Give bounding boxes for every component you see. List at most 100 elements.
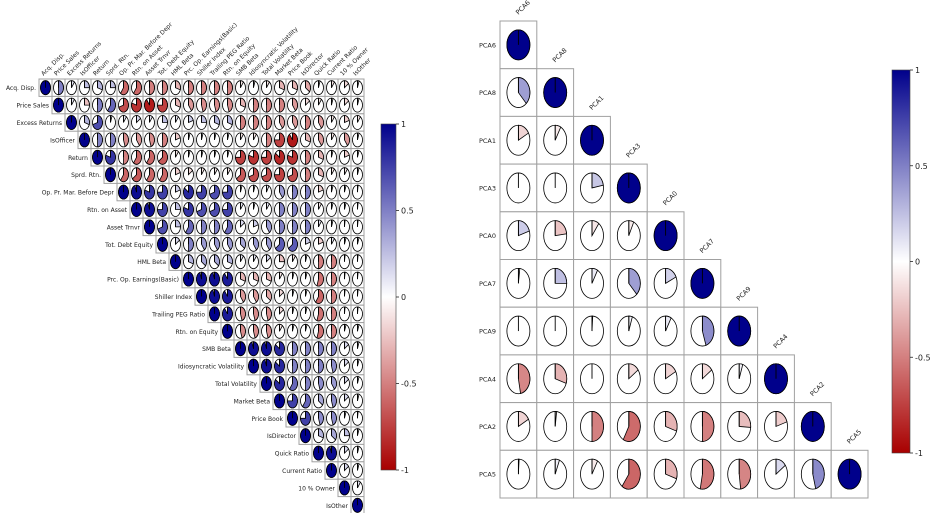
pie-prc-op-earnings-basic-quick-ratio xyxy=(313,271,324,287)
row-label: Excess Returns xyxy=(17,120,62,127)
row-label: PCA7 xyxy=(479,280,496,288)
pie-wedge xyxy=(214,80,220,96)
pie-tot-debt-equity-tot-debt-equity xyxy=(157,236,168,252)
pie-op-pr-mar-before-depr-shiller-index xyxy=(196,184,207,200)
pie-smb-beta-smb-beta xyxy=(235,341,246,357)
pie-pca5-pca0 xyxy=(653,458,678,490)
pie-wedge xyxy=(120,167,129,183)
pie-rtn-on-equity-current-ratio xyxy=(326,323,337,339)
colorbar-tick-label: 1 xyxy=(401,120,406,129)
pie-acq-disp-isdirector xyxy=(300,80,311,96)
pie-acq-disp-sprd-rtn- xyxy=(105,80,116,96)
pie-wedge xyxy=(266,323,272,339)
pie-trailing-peg-ratio-idiosyncratic-volatility xyxy=(248,306,259,322)
pie-wedge xyxy=(318,358,324,374)
row-label: Quick Ratio xyxy=(275,451,310,458)
pie-pca4-pca7 xyxy=(690,363,715,395)
pie-pca3-pca3 xyxy=(616,172,641,204)
pie-acq-disp-asset-trnvr xyxy=(144,80,155,96)
pie-pca7-pca1 xyxy=(580,267,604,299)
pie-wedge xyxy=(266,132,272,148)
pie-rtn-on-asset-rtn-on-equity xyxy=(222,202,233,217)
pie-pca7-pca3 xyxy=(616,267,641,299)
row-label: Acq. Disp. xyxy=(6,85,36,92)
pie-idiosyncratic-volatility-isother xyxy=(352,358,363,374)
pie-asset-trnvr-rtn-on-equity xyxy=(222,219,233,235)
pie-asset-trnvr-prc-op-earnings-basic- xyxy=(183,219,194,235)
pie-wedge xyxy=(149,80,155,96)
pie-shiller-index-shiller-index xyxy=(196,289,207,304)
pie-wedge xyxy=(131,167,142,183)
pie-wedge xyxy=(331,358,337,374)
pie-smb-beta-isdirector xyxy=(300,341,311,357)
pie-op-pr-mar-before-depr-current-ratio xyxy=(326,184,337,200)
row-label: Rtn. on Asset xyxy=(87,207,128,214)
pie-10-owner-isother xyxy=(352,480,363,496)
colorbar-tick-label: 0 xyxy=(401,293,406,302)
pie-wedge xyxy=(279,202,285,217)
pie-rtn-on-asset-asset-trnvr xyxy=(144,202,155,217)
row-label: HML Beta xyxy=(137,259,166,266)
pie-wedge xyxy=(812,458,825,490)
colorbar-tick-label: -0.5 xyxy=(915,353,931,362)
pie-wedge xyxy=(253,97,259,113)
pie-excess-returns-10-owner xyxy=(339,115,350,130)
pie-pca2-pca6 xyxy=(506,411,531,442)
pie-wedge xyxy=(289,376,298,391)
colorbar-gradient xyxy=(891,69,911,454)
pie-sprd-rtn-total-volatility xyxy=(261,167,272,183)
pie-asset-trnvr-isother xyxy=(352,219,363,235)
pie-rtn-on-asset-prc-op-earnings-basic- xyxy=(183,202,194,217)
pie-isofficer-op-pr-mar-before-depr xyxy=(118,132,129,148)
pie-op-pr-mar-before-depr-isdirector xyxy=(300,184,311,200)
pie-excess-returns-smb-beta xyxy=(235,115,246,130)
pie-wedge xyxy=(331,341,337,357)
pie-pca5-pca2 xyxy=(800,458,825,490)
pie-idiosyncratic-volatility-10-owner xyxy=(339,358,350,374)
pie-return-rtn-on-equity xyxy=(222,149,233,165)
pie-acq-disp-total-volatility xyxy=(261,80,272,96)
pie-total-volatility-quick-ratio xyxy=(313,376,324,391)
pie-price-book-current-ratio xyxy=(326,410,337,426)
pie-rtn-on-equity-isdirector xyxy=(300,323,311,339)
pie-pca2-pca1 xyxy=(580,411,604,442)
pie-wedge xyxy=(305,184,311,200)
pie-isofficer-10-owner xyxy=(339,132,350,148)
pie-wedge xyxy=(120,80,129,96)
pie-wedge xyxy=(107,97,116,113)
pie-pca1-pca8 xyxy=(543,124,568,156)
pie-isofficer-isofficer xyxy=(79,132,90,148)
pie-tot-debt-equity-quick-ratio xyxy=(313,236,324,252)
pie-acq-disp-prc-op-earnings-basic- xyxy=(183,80,194,96)
pie-pca9-pca1 xyxy=(580,315,604,347)
pie-op-pr-mar-before-depr-10-owner xyxy=(339,184,350,200)
pie-wedge xyxy=(305,202,311,217)
pie-pca5-pca7 xyxy=(690,458,715,490)
pie-acq-disp-price-book xyxy=(287,80,298,96)
row-label: PCA2 xyxy=(479,423,496,431)
row-label: Current Ratio xyxy=(282,468,322,475)
pie-rtn-on-asset-10-owner xyxy=(339,202,350,217)
pie-asset-trnvr-10-owner xyxy=(339,219,350,235)
pie-rtn-on-asset-rtn-on-asset xyxy=(131,202,142,217)
pie-wedge xyxy=(292,219,298,235)
pie-excess-returns-idiosyncratic-volatility xyxy=(248,115,259,130)
pie-return-price-book xyxy=(287,149,298,165)
pie-wedge xyxy=(201,80,207,96)
pie-rtn-on-asset-price-book xyxy=(287,202,298,217)
pie-tot-debt-equity-prc-op-earnings-basic- xyxy=(183,236,194,252)
row-label: Trailing PEG Ratio xyxy=(151,311,205,318)
pie-rtn-on-equity-idiosyncratic-volatility xyxy=(248,323,259,339)
pie-hml-beta-price-book xyxy=(287,254,298,270)
pie-op-pr-mar-before-depr-hml-beta xyxy=(170,184,181,200)
pie-isofficer-sprd-rtn- xyxy=(105,132,116,148)
pie-asset-trnvr-current-ratio xyxy=(326,219,337,235)
pie-wedge xyxy=(227,80,233,96)
pie-return-tot-debt-equity xyxy=(157,149,168,165)
pie-asset-trnvr-smb-beta xyxy=(235,219,246,235)
pie-acq-disp-market-beta xyxy=(274,80,285,96)
pie-acq-disp-idiosyncratic-volatility xyxy=(248,80,259,96)
pie-total-volatility-current-ratio xyxy=(326,376,337,391)
pie-sprd-rtn-current-ratio xyxy=(326,167,337,183)
pie-hml-beta-isother xyxy=(352,254,363,270)
